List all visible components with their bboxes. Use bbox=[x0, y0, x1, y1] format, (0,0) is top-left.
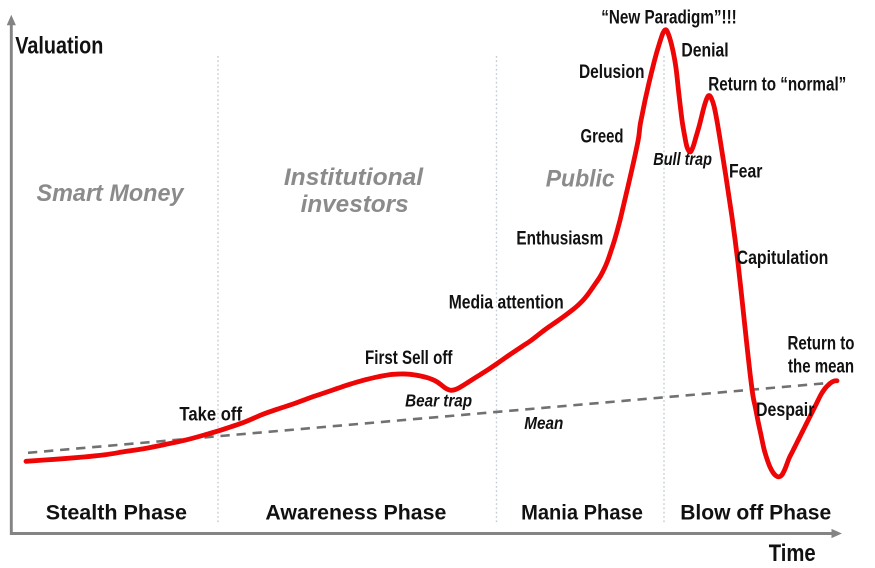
svg-text:First Sell off: First Sell off bbox=[365, 347, 453, 369]
svg-text:Blow off Phase: Blow off Phase bbox=[680, 502, 831, 525]
svg-text:Valuation: Valuation bbox=[15, 32, 103, 59]
svg-text:Smart Money: Smart Money bbox=[37, 180, 185, 207]
svg-text:Capitulation: Capitulation bbox=[737, 247, 829, 269]
svg-text:Bull trap: Bull trap bbox=[653, 149, 712, 169]
svg-text:investors: investors bbox=[301, 191, 409, 218]
svg-text:Mean: Mean bbox=[524, 413, 563, 433]
svg-text:Bear trap: Bear trap bbox=[405, 391, 472, 411]
svg-text:“New Paradigm”!!!: “New Paradigm”!!! bbox=[601, 7, 737, 29]
svg-text:Time: Time bbox=[769, 540, 816, 567]
svg-text:Denial: Denial bbox=[681, 40, 728, 62]
svg-text:Mania Phase: Mania Phase bbox=[521, 502, 643, 525]
svg-text:Media attention: Media attention bbox=[449, 292, 564, 314]
svg-text:Stealth Phase: Stealth Phase bbox=[46, 502, 187, 525]
svg-text:the mean: the mean bbox=[788, 356, 854, 378]
svg-text:Awareness Phase: Awareness Phase bbox=[265, 501, 446, 524]
svg-text:Greed: Greed bbox=[581, 126, 624, 148]
svg-text:Delusion: Delusion bbox=[579, 61, 644, 83]
svg-text:Institutional: Institutional bbox=[284, 164, 424, 191]
svg-text:Fear: Fear bbox=[729, 161, 763, 183]
svg-text:Return to: Return to bbox=[788, 332, 855, 354]
svg-text:Take off: Take off bbox=[179, 403, 242, 425]
svg-text:Enthusiasm: Enthusiasm bbox=[516, 228, 603, 250]
svg-text:Return to “normal”: Return to “normal” bbox=[708, 74, 846, 96]
svg-text:Public: Public bbox=[546, 166, 615, 193]
svg-text:Despair: Despair bbox=[756, 399, 815, 421]
